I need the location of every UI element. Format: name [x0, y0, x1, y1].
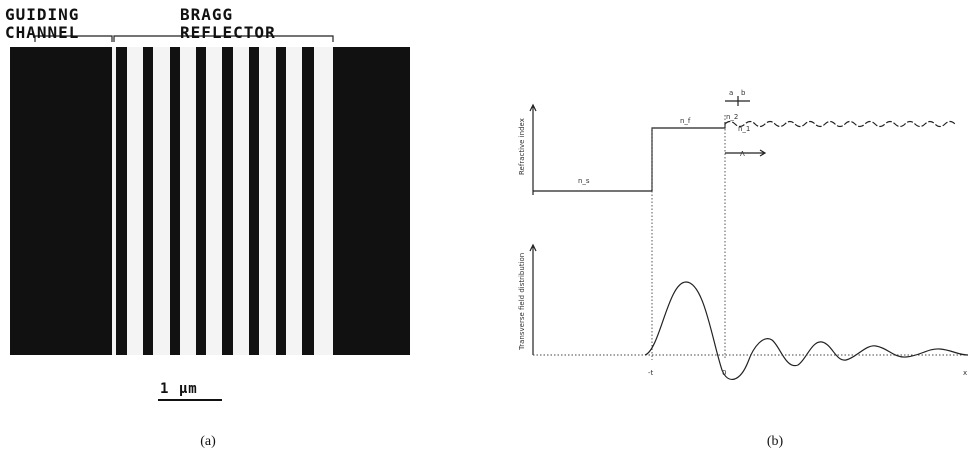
x-label: x	[963, 369, 967, 377]
micrograph	[10, 47, 410, 355]
width-label: b	[741, 89, 746, 97]
reflector-label: BRAGG	[180, 5, 233, 24]
channel-label: CHANNEL	[5, 23, 79, 42]
figure: GUIDING CHANNEL BRAGG REFLECTOR 1 μm (a)…	[0, 0, 971, 457]
x-label: 0	[722, 369, 726, 377]
index-label: n_s	[578, 177, 590, 185]
caption: (b)	[767, 434, 784, 449]
x-label: -t	[648, 369, 654, 377]
y-label-bottom: Transverse field distribution	[518, 253, 526, 351]
scale-bar-label: 1 μm	[160, 381, 198, 397]
period-label: Λ	[740, 150, 745, 158]
index-label: n_1	[738, 125, 750, 133]
index-label: n_2	[726, 113, 738, 121]
page: {"panel_a": {"channel_label": ["GUIDING"…	[0, 0, 971, 457]
index-label: n_f	[680, 117, 691, 125]
diagram	[530, 96, 968, 379]
caption: (a)	[200, 434, 216, 449]
width-label: a	[729, 89, 733, 97]
y-label-top: Refractive index	[518, 118, 526, 175]
reflector-label: REFLECTOR	[180, 23, 276, 42]
channel-label: GUIDING	[5, 5, 79, 24]
